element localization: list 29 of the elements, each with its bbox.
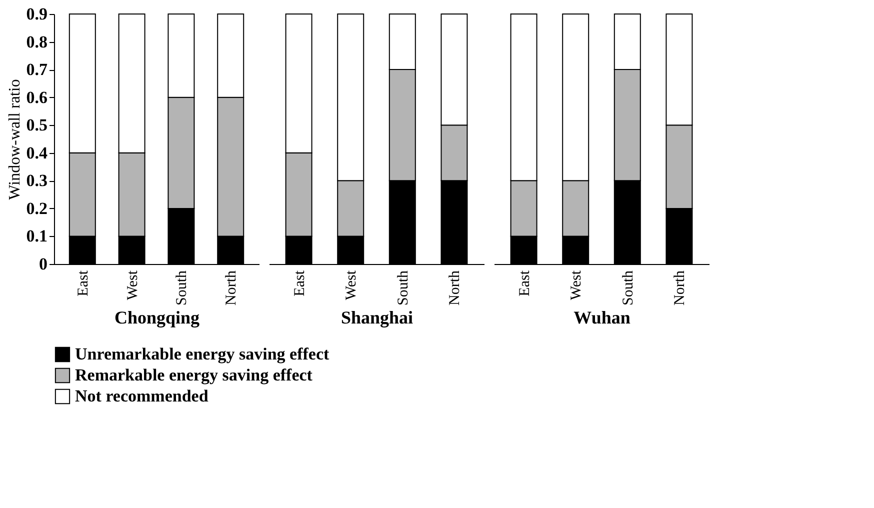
x-tick-label: West: [124, 270, 141, 300]
legend-label: Not recommended: [75, 386, 209, 406]
x-axis-title: Chongqing: [114, 308, 200, 328]
x-axis-title: Shanghai: [340, 308, 414, 328]
legend-label: Remarkable energy saving effect: [75, 366, 313, 384]
x-tick-label: East: [75, 270, 92, 296]
y-tick-label: 0.3: [26, 171, 48, 190]
x-tick-label: South: [395, 270, 412, 306]
y-tick-label: 0.8: [26, 32, 48, 52]
x-tick-label: North: [672, 270, 688, 306]
x-tick-label: West: [344, 270, 360, 300]
y-tick-label: 0.6: [26, 88, 48, 107]
x-tick-label: West: [568, 270, 585, 300]
y-tick-label: 0: [39, 254, 48, 274]
legend-label: Unremarkable energy saving effect: [75, 344, 330, 364]
y-tick-label: 0.7: [26, 60, 48, 80]
x-tick-label: South: [620, 270, 636, 306]
y-tick-label: 0.2: [26, 198, 48, 218]
x-tick-label: North: [224, 270, 240, 306]
x-axis-title: Wuhan: [574, 308, 630, 328]
x-tick-label: East: [516, 270, 533, 296]
x-tick-label: East: [292, 270, 308, 296]
x-tick-label: South: [174, 270, 190, 306]
y-tick-label: 0.4: [26, 143, 48, 162]
y-tick-label: 0.9: [26, 4, 48, 24]
x-tick-label: North: [447, 270, 464, 306]
y-axis-title: Window-wall ratio: [6, 79, 24, 200]
y-tick-label: 0.5: [26, 116, 48, 135]
y-tick-label: 0.1: [26, 226, 48, 246]
